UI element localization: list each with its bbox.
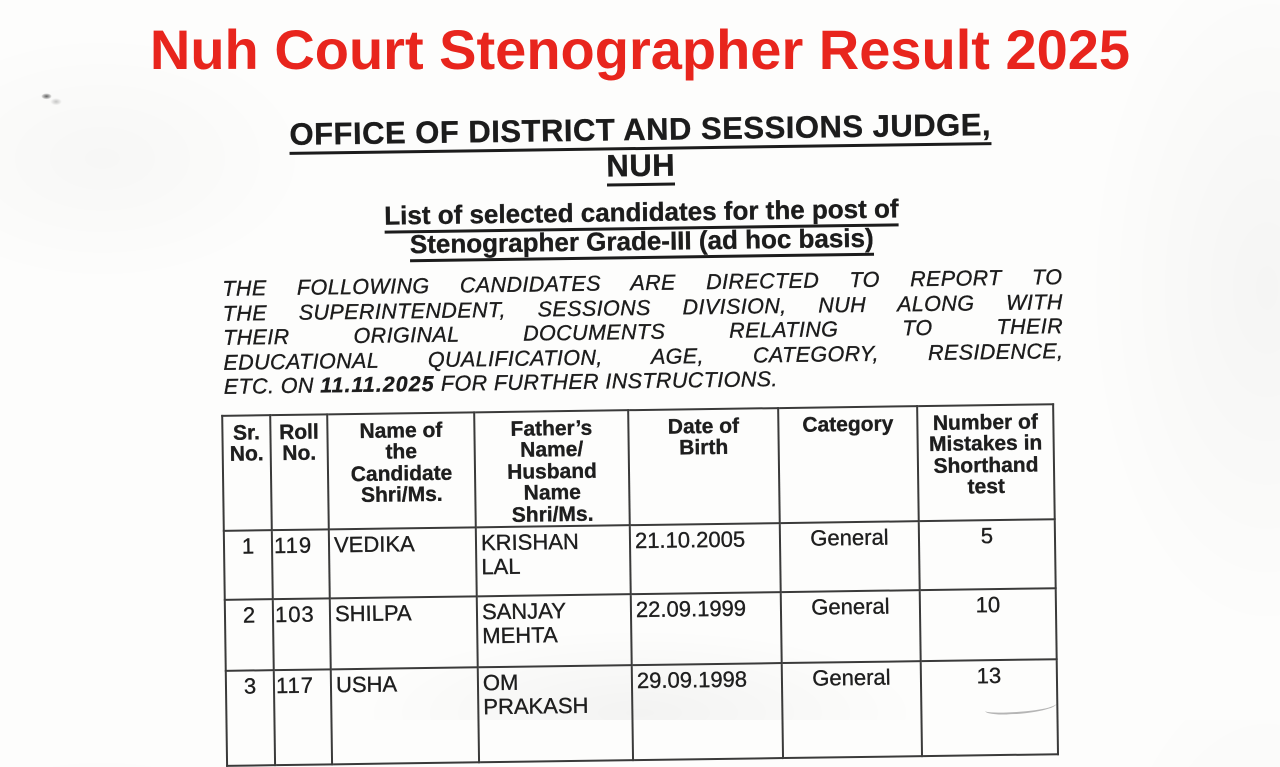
cell-father-name: SANJAY MEHTA bbox=[476, 594, 632, 668]
scanned-document: OFFICE OF DISTRICT AND SESSIONS JUDGE, N… bbox=[220, 106, 1069, 767]
column-header-date-of-birth: Date of Birth bbox=[628, 407, 780, 526]
cell-category: General bbox=[779, 521, 920, 593]
cell-candidate-name: USHA bbox=[330, 667, 480, 765]
column-header-sr-no: Sr. No. bbox=[222, 414, 272, 531]
cell-roll-no: 117 bbox=[273, 669, 333, 766]
cell-date-of-birth: 22.09.1999 bbox=[630, 592, 782, 666]
column-header-candidate-name: Name of the Candidate Shri/Ms. bbox=[327, 411, 476, 530]
cell-date-of-birth: 21.10.2005 bbox=[629, 523, 781, 595]
cell-father-name: OM PRAKASH bbox=[477, 665, 634, 763]
column-header-category: Category bbox=[778, 405, 919, 524]
cell-category: General bbox=[781, 661, 923, 759]
cell-father-name: KRISHAN LAL bbox=[475, 525, 631, 597]
cell-mistakes: 5 bbox=[918, 519, 1056, 591]
page-title: Nuh Court Stenographer Result 2025 bbox=[149, 18, 1131, 81]
subject-heading: List of selected candidates for the post… bbox=[221, 192, 1062, 263]
scan-smudge-artifact bbox=[40, 90, 66, 108]
column-header-roll-no: Roll No. bbox=[270, 413, 329, 531]
office-heading: OFFICE OF DISTRICT AND SESSIONS JUDGE, N… bbox=[220, 106, 1061, 190]
cell-sr-no: 1 bbox=[223, 530, 273, 600]
results-table: Sr. No. Roll No. Name of the Candidate S… bbox=[221, 403, 1059, 767]
column-header-father-husband-name: Father’s Name/ Husband Name Shri/Ms. bbox=[474, 409, 630, 528]
table-row: 3 117 USHA OM PRAKASH 29.09.1998 General… bbox=[225, 659, 1059, 766]
cell-category: General bbox=[780, 590, 921, 664]
column-header-shorthand-mistakes: Number of Mistakes in Shorthand test bbox=[917, 403, 1055, 522]
report-date: 11.11.2025 bbox=[319, 371, 435, 398]
cell-date-of-birth: 29.09.1998 bbox=[631, 663, 784, 761]
table-row: 2 103 SHILPA SANJAY MEHTA 22.09.1999 Gen… bbox=[224, 588, 1057, 671]
table-row: 1 119 VEDIKA KRISHAN LAL 21.10.2005 Gene… bbox=[223, 519, 1056, 600]
cell-candidate-name: SHILPA bbox=[329, 596, 478, 670]
cell-candidate-name: VEDIKA bbox=[328, 527, 477, 599]
table-header-row: Sr. No. Roll No. Name of the Candidate S… bbox=[222, 403, 1055, 531]
cell-sr-no: 2 bbox=[224, 599, 274, 671]
cell-roll-no: 119 bbox=[271, 529, 330, 600]
notice-paragraph: THE FOLLOWING CANDIDATES ARE DIRECTED TO… bbox=[222, 265, 1064, 399]
cell-sr-no: 3 bbox=[225, 670, 276, 766]
cell-mistakes: 10 bbox=[919, 588, 1057, 662]
cell-roll-no: 103 bbox=[272, 598, 331, 671]
